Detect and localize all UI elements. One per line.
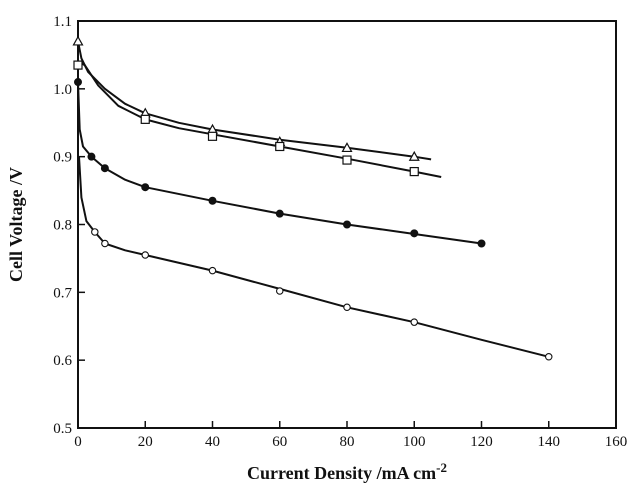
series-circle-filled xyxy=(74,78,486,248)
data-point xyxy=(208,196,217,205)
x-tick-label: 120 xyxy=(470,434,493,450)
data-point xyxy=(275,287,284,295)
data-point xyxy=(408,150,420,161)
y-tick-label: 1.0 xyxy=(53,82,72,98)
data-point xyxy=(207,131,218,141)
series-line xyxy=(77,60,442,178)
series-line xyxy=(77,82,482,245)
x-axis-title-superscript: -2 xyxy=(436,460,447,475)
data-point xyxy=(87,152,96,161)
data-point xyxy=(140,114,150,124)
data-point xyxy=(72,35,84,46)
x-tick-label: 80 xyxy=(340,434,355,450)
data-point xyxy=(409,166,419,177)
data-point xyxy=(101,239,109,248)
axis-ticks xyxy=(77,20,617,429)
data-point xyxy=(343,220,351,229)
data-point xyxy=(74,78,82,87)
x-tick-label: 20 xyxy=(138,434,153,450)
data-point xyxy=(91,228,99,236)
data-point xyxy=(410,318,418,326)
y-tick-label: 0.8 xyxy=(53,218,72,234)
data-point xyxy=(343,303,351,312)
data-point xyxy=(341,142,353,153)
x-tick-label: 100 xyxy=(403,434,426,450)
y-axis-title: Cell Voltage /V xyxy=(6,167,26,282)
data-point xyxy=(73,60,83,70)
series-square-open xyxy=(73,60,442,178)
x-axis-title: Current Density /mA cm-2 xyxy=(247,460,447,483)
x-tick-label: 60 xyxy=(272,434,287,450)
series-line xyxy=(78,156,550,358)
data-series xyxy=(72,35,553,361)
data-point xyxy=(275,141,285,152)
y-tick-label: 0.9 xyxy=(53,150,72,166)
data-point xyxy=(410,229,419,238)
x-tick-label: 140 xyxy=(538,434,561,450)
axis-tick-labels: 0 20 40 60 80 100 120 140 160 0.5 0.6 0.7 0.8 0.9 1.0 1… xyxy=(53,14,627,450)
data-point xyxy=(275,209,284,218)
data-point xyxy=(544,353,553,361)
data-point xyxy=(208,266,217,275)
series-circle-open xyxy=(78,156,553,361)
data-point xyxy=(477,239,486,248)
y-tick-label: 0.7 xyxy=(53,285,72,301)
x-tick-label: 160 xyxy=(605,434,628,450)
x-tick-label: 0 xyxy=(74,434,82,450)
x-tick-label: 40 xyxy=(205,434,220,450)
y-tick-label: 0.5 xyxy=(53,421,72,437)
data-point xyxy=(342,155,352,165)
data-point xyxy=(100,164,109,173)
data-point xyxy=(141,251,150,259)
data-point xyxy=(141,183,150,192)
y-tick-label: 0.6 xyxy=(53,353,72,369)
x-axis-title-text: Current Density /mA cm xyxy=(247,463,436,483)
y-tick-label: 1.1 xyxy=(53,14,72,30)
